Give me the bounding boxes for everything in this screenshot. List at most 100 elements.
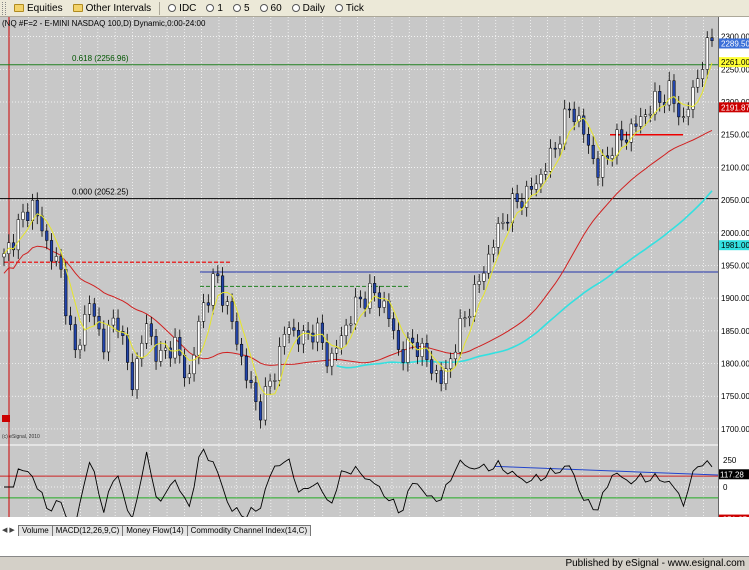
price-badge [719,240,749,251]
candle-body [677,103,681,118]
candle-body [249,379,253,383]
candle-body [259,401,263,421]
fib-618-label: 0.618 (2256.96) [72,54,129,63]
candle-body [558,143,562,150]
tick-button[interactable]: Tick [331,1,368,16]
price-tick-label: 1850.00 [721,327,749,336]
candle-body [377,292,381,308]
indicator-tab-3[interactable]: Commodity Channel Index(14,C) [186,525,312,536]
price-badge [719,57,749,68]
candle-body [16,219,20,251]
candle-body [45,230,49,241]
candle-body [154,336,158,362]
interval-5-button[interactable]: 5 [229,1,254,16]
candle-body [54,256,58,262]
radio-icon [259,4,268,12]
candle-body [482,272,486,282]
candle-body [263,386,267,421]
price-badge [719,102,749,113]
candle-body [510,193,514,224]
candle-body [396,330,400,350]
candle-body [349,323,353,326]
price-badge-label: 2289.50 [721,39,749,48]
candle-body [430,359,434,374]
candle-body [468,316,472,319]
candle-body [463,317,467,320]
candle-body [26,211,30,221]
candle-body [187,373,191,379]
candle-body [520,201,524,208]
candle-body [59,256,63,270]
candle-body [387,300,391,319]
folder-icon [14,4,24,12]
candle-body [629,123,633,143]
price-badge-label: 2261.00 [721,58,749,67]
price-tick-label: 1900.00 [721,294,749,303]
candle-body [30,199,35,221]
interval-1-button[interactable]: 1 [202,1,227,16]
daily-button[interactable]: Daily [288,1,329,16]
candle-body [287,327,291,335]
interval-60-button[interactable]: 60 [256,1,286,16]
candle-body [116,317,120,332]
indicator-tab-2[interactable]: Money Flow(14) [122,525,188,536]
candle-body [230,301,234,322]
tab-scroll-arrows[interactable]: ◀ ▶ [2,527,15,534]
candle-body [221,275,225,306]
candle-body [135,358,139,390]
equities-button[interactable]: Equities [10,1,67,16]
candle-body [206,302,210,306]
idc-button[interactable]: IDC [164,1,200,16]
candle-body [87,303,92,315]
price-tick-label: 1750.00 [721,392,749,401]
candle-body [278,346,282,381]
price-badge-label: 2191.87 [721,103,749,112]
candle-body [244,355,248,381]
candle-body [548,147,552,172]
candle-body [358,296,362,300]
candle-body [496,223,500,248]
candle-body [639,116,643,127]
candle-body [197,321,201,356]
indicator-tab-0[interactable]: Volume [18,525,53,536]
candle-body [477,281,481,285]
osc-tick-label: 250 [723,456,737,465]
toolbar-label: Equities [27,2,63,14]
candle-body [643,114,648,117]
candle-body [78,344,82,351]
candle-body [240,343,244,357]
candle-body [202,302,206,322]
candle-body [168,347,172,359]
candle-body [420,342,424,357]
toolbar-grip[interactable] [2,1,6,15]
price-badge-label: 1981.00 [721,241,749,250]
candle-body [382,300,386,308]
candle-body [192,354,196,375]
candle-body [325,342,329,367]
candle-body [700,69,705,79]
candle-body [567,108,571,111]
candle-body [582,115,586,135]
candle-body [648,113,652,116]
toolbar-separator [159,1,161,15]
radio-icon [291,4,300,12]
other-intervals-button[interactable]: Other Intervals [69,1,156,16]
candle-body [525,185,529,208]
price-axis-svg: 2300.002250.002200.002150.002100.002050.… [719,33,749,525]
candle-body [368,283,372,309]
candle-body [40,215,44,232]
candle-body [211,273,215,306]
candle-body [344,324,348,336]
candle-body [444,368,448,384]
candle-body [501,221,505,224]
candle-body [164,347,168,351]
candle-body [691,86,695,110]
candle-body [2,253,6,258]
cyan-moving-average [336,190,713,369]
price-badge [719,38,749,49]
candle-body [292,327,296,331]
indicator-tab-1[interactable]: MACD(12,26,9,C) [51,525,124,536]
price-axis: 2300.002250.002200.002150.002100.002050.… [718,17,749,525]
chart-plot-area[interactable]: 0.618 (2256.96) 0.000 (2052.25) (NQ #F=2 -… [0,17,719,548]
candle-body [339,335,343,349]
